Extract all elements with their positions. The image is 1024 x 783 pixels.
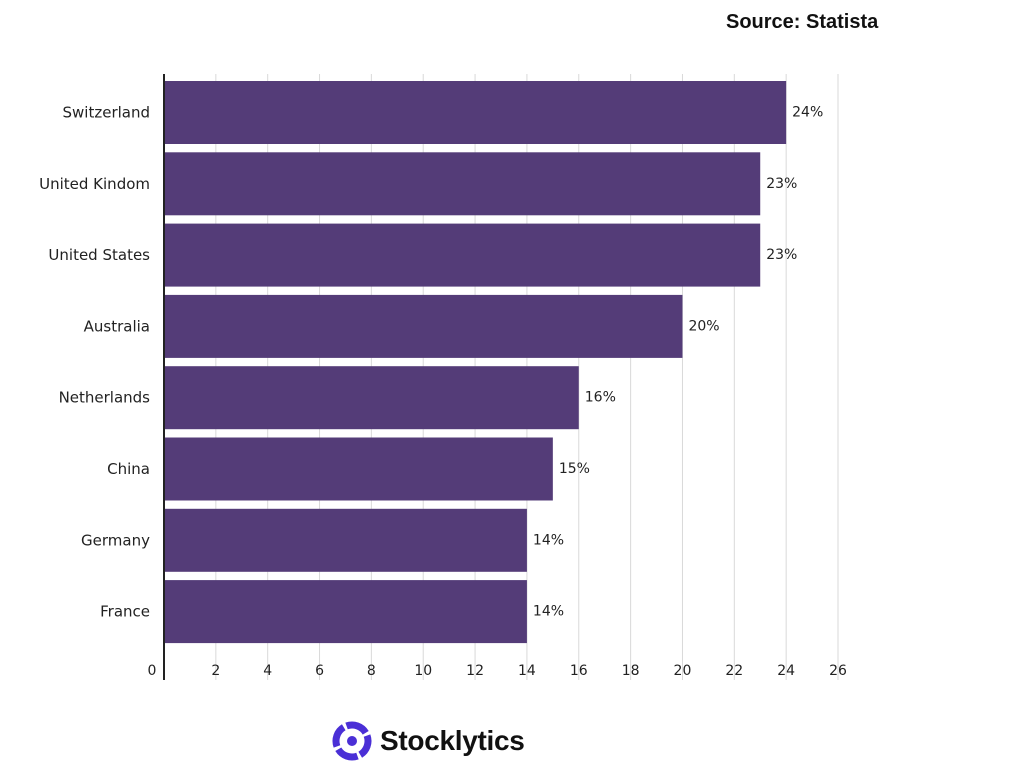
- data-label: 14%: [533, 532, 564, 548]
- category-label: France: [100, 603, 150, 621]
- category-label: Germany: [81, 531, 150, 549]
- category-labels: Switzerland United Kindom United States Aus…: [39, 104, 150, 621]
- category-label: Switzerland: [63, 104, 151, 122]
- data-label: 20%: [688, 318, 719, 334]
- data-labels: 24% 23% 23% 20% 16% 15% 14% 14%: [533, 105, 823, 620]
- data-label: 23%: [766, 176, 797, 192]
- x-tick-label: 14: [518, 663, 536, 679]
- source-label: Source: Statista: [726, 11, 879, 33]
- bar-australia: [164, 294, 683, 358]
- data-label: 23%: [766, 247, 797, 263]
- bar-france: [164, 580, 527, 644]
- x-tick-label: 12: [466, 663, 484, 679]
- bar-united-kindom: [164, 152, 761, 216]
- bar-netherlands: [164, 366, 579, 430]
- data-label: 15%: [559, 461, 590, 477]
- bars: [164, 81, 787, 644]
- stocklytics-logo-icon: [332, 721, 372, 761]
- bar-germany: [164, 508, 527, 572]
- x-tick-label: 16: [570, 663, 588, 679]
- x-tick-label: 8: [367, 663, 376, 679]
- x-tick-label: 20: [674, 663, 692, 679]
- category-label: Australia: [84, 317, 150, 335]
- data-label: 24%: [792, 105, 823, 121]
- x-tick-label: 22: [725, 663, 743, 679]
- x-tick-label: 24: [777, 663, 795, 679]
- bar-china: [164, 437, 553, 501]
- category-label: United States: [48, 246, 150, 264]
- bar-switzerland: [164, 81, 787, 144]
- category-label: Netherlands: [59, 389, 151, 407]
- bar-chart: Switzerland United Kindom United States Aus…: [39, 74, 847, 680]
- x-tick-label: 4: [263, 663, 272, 679]
- data-label: 14%: [533, 604, 564, 620]
- x-tick-label: 26: [829, 663, 847, 679]
- x-tick-label: 0: [148, 663, 157, 679]
- category-label: China: [107, 460, 150, 478]
- x-tick-label: 10: [414, 663, 432, 679]
- x-tick-label: 18: [622, 663, 640, 679]
- data-label: 16%: [585, 390, 616, 406]
- brand-name: Stocklytics: [380, 725, 525, 756]
- bar-united-states: [164, 223, 761, 287]
- x-tick-label: 6: [315, 663, 324, 679]
- x-axis-ticks: 0 2 4 6 8 10 12 14 16 18 20 22 24 26: [148, 663, 847, 679]
- category-label: United Kindom: [39, 175, 150, 193]
- brand-logo: Stocklytics: [332, 720, 525, 762]
- x-tick-label: 2: [211, 663, 220, 679]
